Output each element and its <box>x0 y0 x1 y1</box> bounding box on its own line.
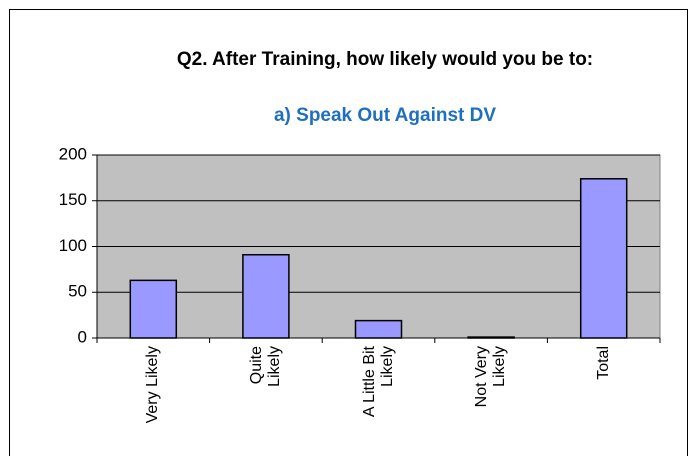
y-tick-label: 50 <box>68 282 87 301</box>
chart-title: Q2. After Training, how likely would you… <box>177 49 593 70</box>
chart-subtitle: a) Speak Out Against DV <box>274 105 496 126</box>
x-tick-label: Quite Likely <box>247 346 283 387</box>
x-tick-label: A Little Bit Likely <box>360 346 396 418</box>
x-tick-label: Not Very Likely <box>473 346 509 408</box>
x-tick-label: Total <box>594 346 612 380</box>
bar <box>579 178 628 339</box>
bar <box>129 279 178 339</box>
bar <box>354 319 403 339</box>
bar <box>467 336 515 339</box>
y-tick-label: 100 <box>59 236 87 255</box>
y-tick-label: 0 <box>78 327 87 346</box>
y-tick-label: 200 <box>59 144 87 163</box>
y-tick-label: 150 <box>59 190 87 209</box>
x-tick-label: Very Likely <box>144 346 162 424</box>
bar <box>242 253 290 339</box>
